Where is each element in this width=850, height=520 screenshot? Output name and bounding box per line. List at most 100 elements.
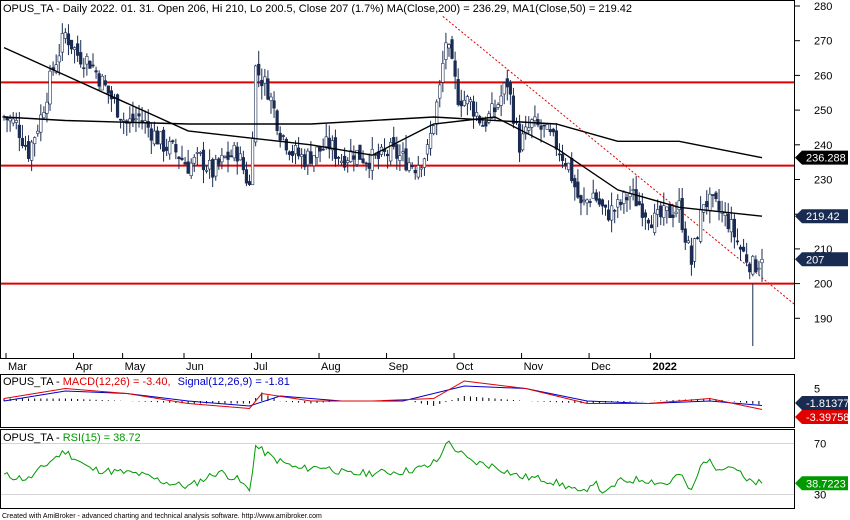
candle-body [192,157,196,164]
candle-body [39,114,43,133]
candle-body [201,149,206,171]
candle-body [677,200,681,210]
candle-body [563,162,568,167]
candle-body [597,198,601,205]
candle-body [300,154,304,157]
candle-body [250,137,255,186]
candle-body [662,205,666,218]
candle-body [711,194,715,196]
candle-body [33,137,37,144]
candle-body [346,160,350,163]
price-y-tick-label: 230 [814,175,832,187]
candle-body [570,158,574,182]
candle-body [303,154,307,168]
candle-body [152,130,156,145]
candle-body [352,155,356,160]
candle-body [128,118,132,124]
candle-body [327,137,331,150]
candle-body [14,120,18,123]
candle-body [432,125,436,134]
candle-body [536,119,540,126]
candle-body [155,130,160,145]
candle-body [177,156,181,160]
x-axis-label: Apr [76,361,93,373]
candle-body [88,60,92,69]
rsi-header-prefix: OPUS_TA - [3,432,63,444]
candle-body [551,128,555,133]
ma200-value-tag-bg [795,150,848,165]
x-axis-label: 2022 [652,361,676,373]
candle-body [594,192,598,201]
candle-body [459,100,463,107]
candle-body [204,169,209,172]
candle-body [757,267,761,270]
candle-body [649,224,654,229]
candle-body [493,107,497,113]
candle-body [542,124,546,127]
candle-body [760,259,764,264]
candle-body [505,78,509,88]
candle-body [247,181,252,185]
candle-body [573,178,577,188]
x-axis-label: Aug [321,361,341,373]
candle-body [333,137,338,159]
candle-body [695,237,700,240]
candle-body [324,136,328,147]
candle-body [180,157,184,160]
candle-body [692,238,697,262]
candle-body [306,150,310,166]
candle-body [330,140,334,151]
candle-body [732,218,736,238]
candle-body [499,95,503,106]
candle-body [508,82,512,95]
candle-body [281,135,285,137]
price-y-tick-label: 260 [814,70,832,82]
candle-body [444,42,448,60]
candle-body [220,155,224,163]
candle-body [613,210,617,212]
candle-body [680,198,684,230]
candle-body [652,212,657,233]
candle-body [410,165,414,168]
last-close-tag: 207 [806,254,824,266]
candle-body [171,140,175,143]
candle-body [318,146,322,152]
candle-body [63,32,67,39]
candle-body [683,228,687,243]
candle-body [66,33,71,46]
candle-body [57,55,61,63]
candle-body [634,189,638,207]
candle-body [146,121,150,128]
candle-body [674,211,678,214]
candle-body [625,197,629,201]
candle-body [435,101,439,125]
candle-body [484,121,488,127]
candle-body [106,85,110,94]
candle-body [708,193,712,212]
candle-body [266,78,270,100]
candle-body [545,124,549,130]
candle-body [26,141,31,159]
candle-body [533,116,537,122]
price-y-tick-label: 270 [814,36,832,48]
candle-body [521,133,525,151]
candle-body [643,212,647,218]
candle-body [646,219,651,224]
rsi-value-tag: 38.7223 [806,478,846,490]
footer-credit: Created with AmiBroker - advanced charti… [2,513,322,520]
candle-body [183,162,187,165]
price-layer: 190200210220230240250260270280MarAprMayJ… [1,1,848,373]
rsi-value-tag-bg [795,476,848,491]
candle-body [223,156,227,158]
candle-body [287,151,292,155]
candle-body [471,101,476,117]
candle-body [23,144,28,147]
x-axis-label: Jun [186,361,204,373]
candle-body [97,73,101,87]
candle-body [254,65,258,143]
candle-body [122,119,126,122]
candle-body [42,112,46,119]
candle-body [462,99,466,106]
candle-body [195,152,199,154]
price-y-tick-label: 250 [814,105,832,117]
